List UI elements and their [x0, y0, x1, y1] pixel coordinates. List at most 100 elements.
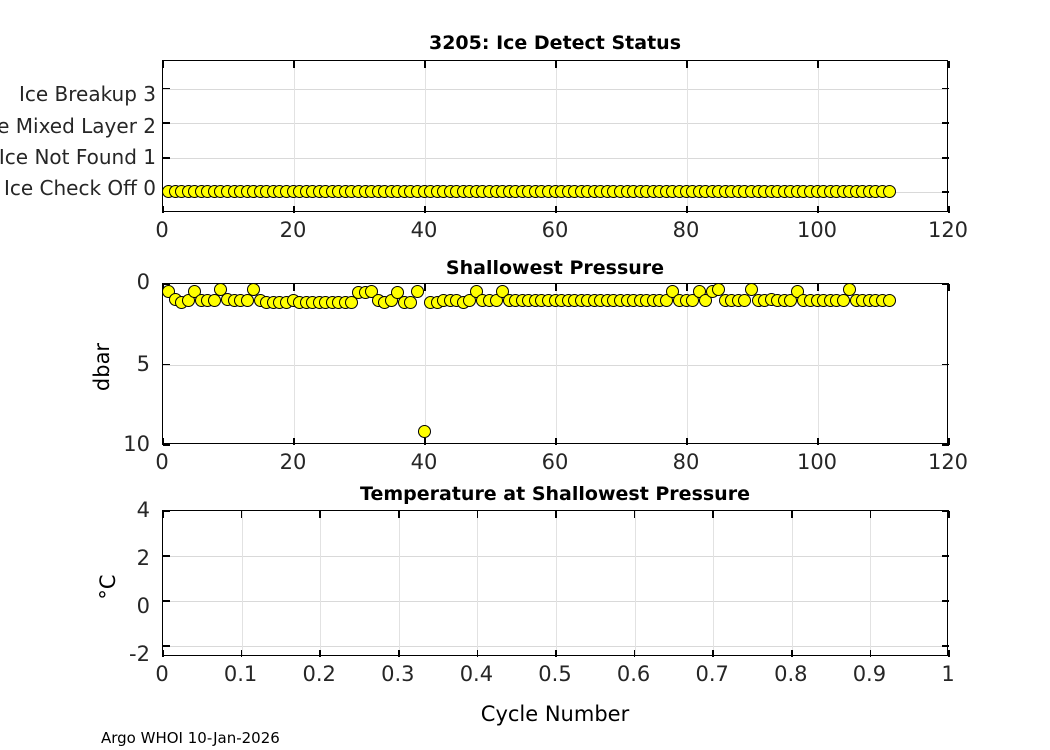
data-point-marker — [843, 282, 857, 296]
temperature-ytick-label-2: 2 — [136, 546, 150, 570]
temperature-xaxis-label: Cycle Number — [480, 702, 630, 726]
x-axis-tick-top — [686, 284, 688, 291]
gridline-horizontal — [163, 123, 947, 125]
x-axis-tick-label: 0 — [155, 662, 169, 686]
data-point-marker — [417, 424, 431, 438]
x-axis-tick-label: 0.5 — [538, 662, 572, 686]
gridline-vertical — [425, 284, 426, 443]
y-axis-tick-right — [942, 600, 949, 602]
gridline-vertical — [556, 61, 557, 211]
gridline-vertical — [713, 511, 715, 655]
gridline-horizontal — [163, 645, 947, 647]
gridline-vertical — [320, 511, 322, 655]
gridline-vertical — [791, 511, 793, 655]
x-axis-tick-label: 1 — [941, 662, 955, 686]
y-axis-tick-right — [942, 644, 949, 647]
x-axis-tick-label: 0 — [155, 450, 169, 474]
x-axis-tick — [293, 206, 295, 213]
x-axis-tick-top — [633, 511, 636, 518]
x-axis-tick — [424, 206, 426, 213]
gridline-vertical — [687, 284, 688, 443]
x-axis-tick-top — [555, 511, 557, 518]
data-point-marker — [882, 184, 896, 198]
gridline-vertical — [818, 61, 819, 211]
y-axis-tick — [163, 600, 170, 602]
x-axis-tick-label: 120 — [927, 218, 969, 242]
x-axis-tick-label: 80 — [672, 218, 700, 242]
x-axis-tick-label: 0.7 — [695, 662, 729, 686]
y-axis-tick-right — [942, 363, 949, 366]
x-axis-tick-top — [293, 61, 295, 68]
y-axis-tick — [163, 363, 170, 366]
x-axis-tick-label: 0.8 — [774, 662, 808, 686]
x-axis-tick-top — [162, 61, 164, 68]
temperature-plot-area — [162, 510, 950, 657]
temperature-ytick-label-neg2: -2 — [129, 642, 150, 666]
x-axis-tick-label: 0.6 — [616, 662, 651, 686]
x-axis-tick-label: 0.4 — [459, 662, 494, 686]
data-point-marker — [686, 294, 700, 308]
pressure-ytick-label-10: 10 — [123, 432, 150, 456]
gridline-vertical — [687, 61, 688, 211]
y-axis-tick-right — [942, 156, 949, 159]
x-axis-tick-top — [424, 284, 426, 291]
x-axis-tick-top — [398, 511, 400, 518]
x-axis-tick-label: 100 — [796, 450, 838, 474]
panel-ice-title: 3205: Ice Detect Status — [428, 32, 682, 54]
figure-footer-credit: Argo WHOI 10-Jan-2026 — [101, 729, 280, 747]
x-axis-tick-label: 40 — [410, 218, 438, 242]
data-point-marker — [712, 282, 726, 296]
temperature-yaxis-label: °C — [96, 574, 120, 600]
panel-pressure-title: Shallowest Pressure — [445, 257, 665, 279]
x-axis-tick-top — [240, 511, 243, 518]
data-point-marker — [247, 282, 261, 296]
y-axis-tick — [163, 122, 170, 124]
y-axis-tick-right — [942, 87, 949, 90]
y-axis-tick-right — [942, 191, 949, 194]
x-axis-tick — [424, 438, 426, 445]
x-axis-tick — [948, 438, 950, 445]
x-axis-tick-top — [791, 511, 793, 518]
x-axis-tick — [162, 650, 164, 657]
data-point-marker — [836, 294, 850, 308]
pressure-yaxis-label: dbar — [90, 342, 114, 392]
y-axis-tick — [163, 156, 170, 159]
x-axis-tick-label: 40 — [410, 450, 438, 474]
x-axis-tick-top — [712, 511, 714, 518]
x-axis-tick-top — [555, 61, 557, 68]
x-axis-tick — [948, 650, 950, 657]
y-axis-tick — [163, 644, 170, 647]
data-point-marker — [345, 295, 359, 309]
ice-ytick-label-0: Ice Check Off 0 — [3, 176, 156, 200]
x-axis-tick-top — [424, 61, 426, 68]
y-axis-tick — [163, 87, 170, 90]
gridline-vertical — [241, 511, 243, 655]
x-axis-tick-label: 60 — [541, 450, 569, 474]
gridline-horizontal — [163, 600, 947, 602]
ice-ytick-label-1: Ice Not Found 1 — [0, 145, 156, 169]
x-axis-tick — [319, 650, 321, 657]
gridline-horizontal — [163, 364, 947, 366]
x-axis-tick-label: 0.9 — [852, 662, 887, 686]
x-axis-tick-top — [476, 511, 479, 518]
x-axis-tick-top — [817, 61, 819, 68]
gridline-vertical — [870, 511, 872, 655]
pressure-plot-area — [162, 282, 950, 446]
x-axis-tick — [817, 438, 819, 445]
x-axis-tick-label: 100 — [796, 218, 838, 242]
data-point-marker — [882, 294, 896, 308]
gridline-vertical — [425, 61, 426, 211]
x-axis-tick-label: 20 — [279, 450, 307, 474]
pressure-ytick-label-0: 0 — [136, 270, 150, 294]
x-axis-tick — [555, 206, 557, 213]
x-axis-tick — [948, 206, 950, 213]
ice-ytick-label-3: Ice Breakup 3 — [18, 82, 156, 106]
x-axis-tick — [162, 206, 164, 213]
x-axis-tick — [555, 438, 557, 445]
x-axis-tick-label: 120 — [927, 450, 969, 474]
x-axis-tick-top — [948, 284, 950, 291]
x-axis-tick-label: 20 — [279, 218, 307, 242]
x-axis-tick-top — [817, 284, 819, 291]
x-axis-tick-label: 0.1 — [223, 662, 258, 686]
y-axis-tick — [163, 444, 170, 446]
